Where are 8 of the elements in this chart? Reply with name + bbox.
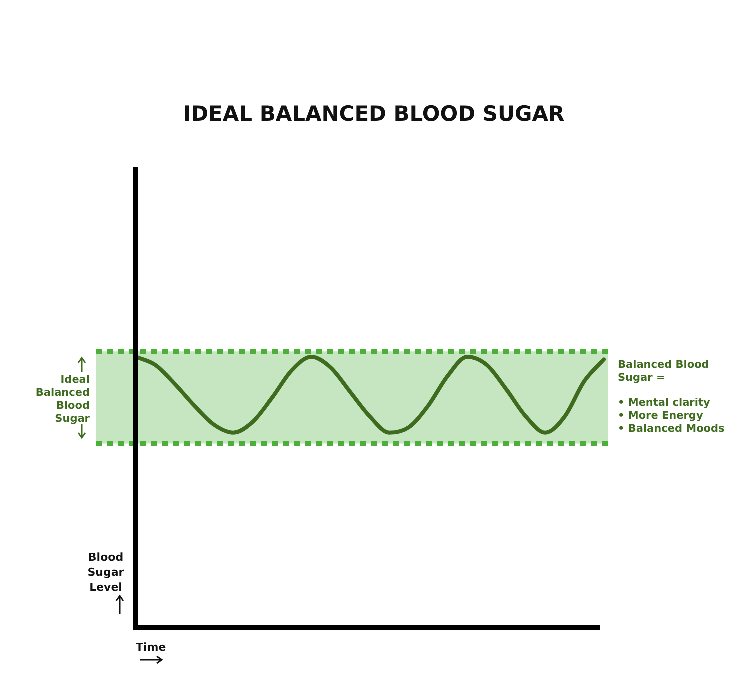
y-axis-title: Blood Sugar Level — [86, 550, 126, 595]
text: • Mental clarity — [618, 396, 712, 410]
band-label: Ideal Balanced Blood Sugar — [34, 374, 90, 426]
text: Balanced Blood Sugar = — [618, 358, 710, 385]
x-axis-title: Time — [136, 641, 166, 654]
chart-title: IDEAL BALANCED BLOOD SUGAR — [182, 102, 566, 126]
text: • More Energy — [618, 410, 704, 423]
text: • Balanced Moods — [618, 422, 726, 436]
